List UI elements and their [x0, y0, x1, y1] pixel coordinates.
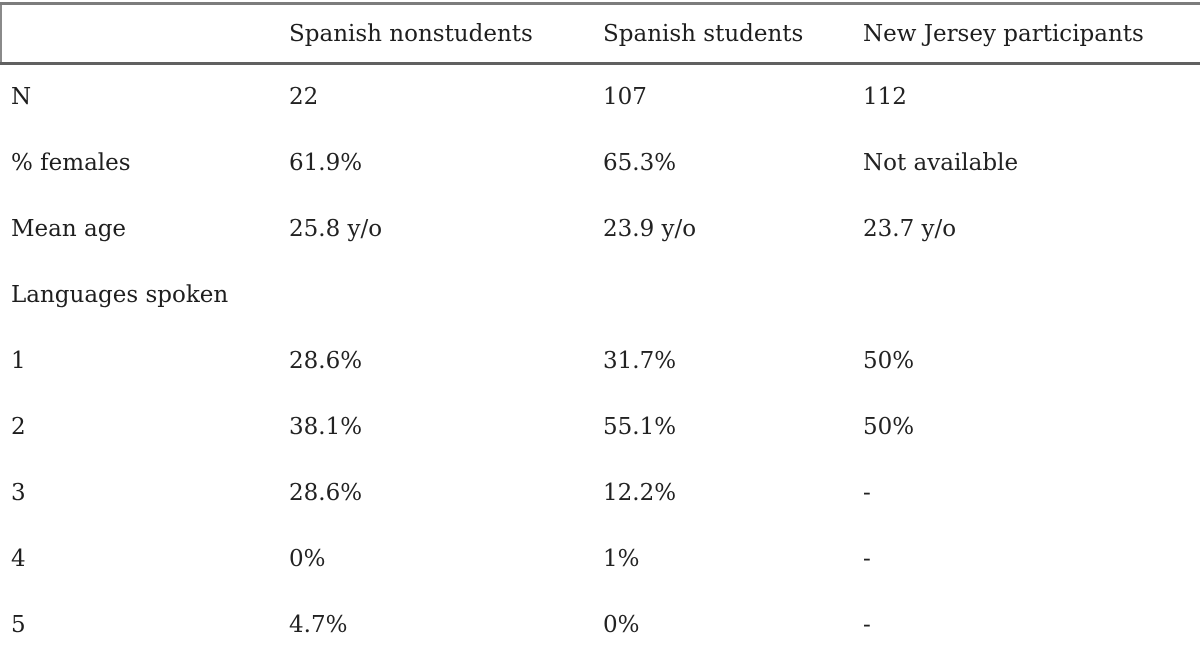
cell: 0% [603, 611, 640, 638]
column-header: New Jersey participants [853, 2, 1200, 65]
cell: 31.7% [603, 347, 677, 374]
cell: 23.7 y/o [863, 215, 957, 242]
row-label: N [11, 84, 32, 111]
cell [593, 262, 853, 328]
table-row: Mean age 25.8 y/o 23.9 y/o 23.7 y/o [1, 196, 1200, 262]
row-label: 5 [11, 611, 26, 638]
cell: 1% [603, 545, 640, 572]
cell: 23.9 y/o [603, 215, 697, 242]
row-label: 3 [11, 479, 26, 506]
row-label: Mean age [11, 215, 127, 242]
cell: 25.8 y/o [289, 215, 383, 242]
table-row: % females 61.9% 65.3% Not available [1, 130, 1200, 196]
table-row: N 22 107 112 [1, 64, 1200, 130]
row-label: % females [11, 149, 131, 176]
cell: - [863, 611, 871, 638]
table-row: Languages spoken [1, 262, 1200, 328]
column-header: Spanish students [593, 2, 853, 65]
table-row: 4 0% 1% - [1, 526, 1200, 592]
table-body: N 22 107 112 % females 61.9% 65.3% Not availabl… [1, 64, 1200, 658]
cell: 0% [289, 545, 326, 572]
cell: 28.6% [289, 347, 363, 374]
cell [853, 262, 1200, 328]
cell: 50% [863, 347, 915, 374]
row-label: 4 [11, 545, 26, 572]
cell: 55.1% [603, 413, 677, 440]
cell: - [863, 479, 871, 506]
cell: 38.1% [289, 413, 363, 440]
cell: 50% [863, 413, 915, 440]
cell: 4.7% [289, 611, 348, 638]
header-empty-cell [0, 2, 279, 65]
cell [279, 262, 593, 328]
column-header: Spanish nonstudents [279, 2, 593, 65]
table-row: 2 38.1% 55.1% 50% [1, 394, 1200, 460]
cell: 65.3% [603, 149, 677, 176]
table-row: 1 28.6% 31.7% 50% [1, 328, 1200, 394]
row-label: Languages spoken [11, 281, 229, 308]
cell: 28.6% [289, 479, 363, 506]
row-label: 1 [11, 347, 26, 374]
cell: 112 [863, 84, 907, 111]
header-row: Spanish nonstudents Spanish students New J… [0, 2, 1200, 65]
cell: 107 [603, 84, 647, 111]
table-row: 3 28.6% 12.2% - [1, 460, 1200, 526]
cell: 12.2% [603, 479, 677, 506]
cell: 61.9% [289, 149, 363, 176]
row-label: 2 [11, 413, 26, 440]
table-row: 5 4.7% 0% - [1, 592, 1200, 658]
table-header: Spanish nonstudents Spanish students New J… [0, 2, 1200, 65]
cell: Not available [863, 149, 1019, 176]
cell: 22 [289, 84, 319, 111]
cell: - [863, 545, 871, 572]
